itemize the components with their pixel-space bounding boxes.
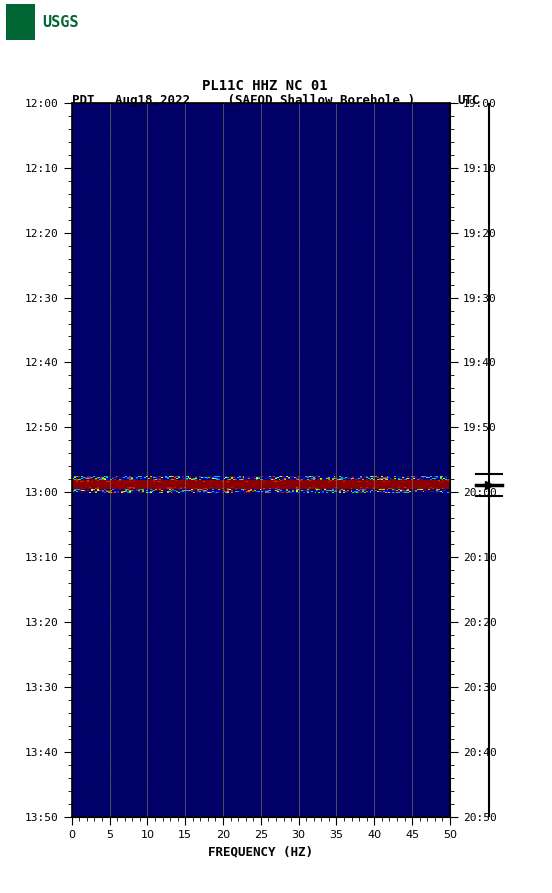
FancyBboxPatch shape bbox=[6, 4, 35, 40]
Text: USGS: USGS bbox=[42, 15, 78, 29]
Text: PDT: PDT bbox=[72, 94, 94, 107]
Text: UTC: UTC bbox=[458, 94, 480, 107]
Text: PL11C HHZ NC 01: PL11C HHZ NC 01 bbox=[202, 79, 328, 93]
X-axis label: FREQUENCY (HZ): FREQUENCY (HZ) bbox=[208, 846, 314, 859]
Text: Aug18,2022     (SAFOD Shallow Borehole ): Aug18,2022 (SAFOD Shallow Borehole ) bbox=[115, 94, 415, 107]
